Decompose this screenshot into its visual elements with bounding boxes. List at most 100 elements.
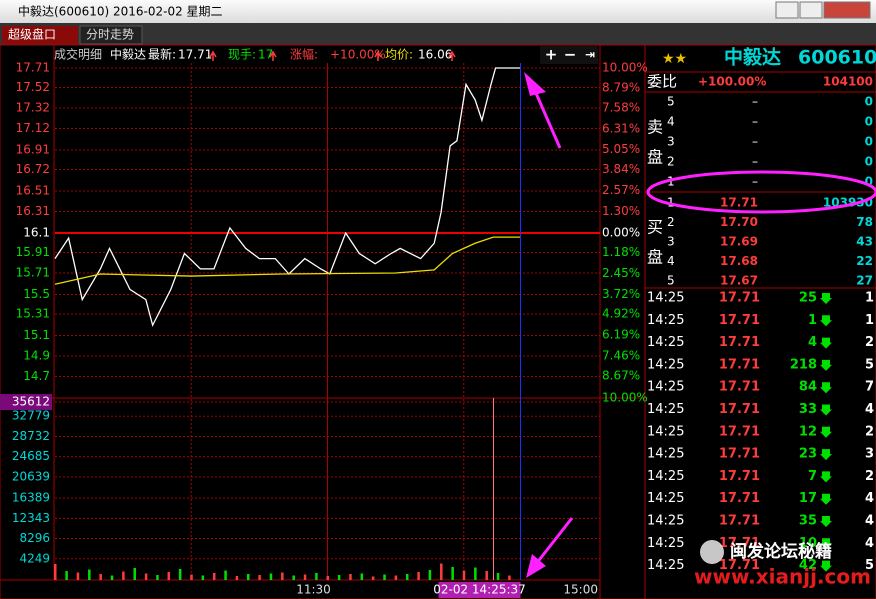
volume-tick-label: 32779 [12, 409, 50, 423]
ask-price: – [752, 95, 758, 109]
trade-volume: 10 [799, 536, 817, 551]
arrow-icon [269, 50, 277, 61]
header-text: 涨幅: [290, 47, 318, 62]
volume-bar [258, 575, 261, 580]
annotation-arrow [534, 517, 574, 565]
y-tick-label: 16.31 [16, 204, 50, 218]
trade-price: 17.71 [719, 447, 760, 462]
y2-tick-label: 1.18% [602, 245, 640, 259]
trade-time: 14:25 [647, 380, 684, 395]
volume-bar [371, 576, 375, 580]
tab-label[interactable]: 分时走势 [86, 28, 134, 42]
y-tick-label: 15.71 [16, 265, 50, 279]
header-text: +10.00% [330, 48, 386, 62]
cursor-label: 02-02 14:25:37 [433, 583, 526, 597]
trade-price: 17.71 [719, 380, 760, 395]
tab-label[interactable]: 超级盘口 [8, 27, 56, 42]
trade-time: 14:25 [647, 402, 684, 417]
volume-bar [212, 573, 216, 580]
trade-volume: 1 [808, 313, 817, 328]
ask-level: 5 [667, 95, 675, 109]
volume-bar [178, 569, 182, 580]
bid-level: 3 [667, 235, 675, 249]
ask-level: 2 [667, 155, 675, 169]
minimize-button[interactable] [775, 1, 799, 19]
bid-volume: 22 [856, 254, 873, 268]
trade-volume: 33 [799, 402, 817, 417]
trade-volume: 12 [799, 424, 817, 439]
y2-tick-label: 10.00% [602, 61, 648, 75]
annotation-arrow [526, 554, 546, 578]
trade-next: 5 [865, 357, 874, 372]
annotation-arrow [530, 83, 562, 149]
volume-bar [462, 570, 466, 580]
trade-next: 7 [865, 380, 874, 395]
maximize-button[interactable] [799, 1, 823, 19]
volume-bar [394, 575, 398, 580]
quote-panel [644, 44, 876, 599]
trade-next: 4 [865, 402, 874, 417]
tab[interactable] [2, 26, 78, 44]
trade-time: 14:25 [647, 558, 684, 573]
volume-bar [508, 575, 511, 580]
y2-tick-label: 1.30% [602, 204, 640, 218]
ask-price: – [752, 115, 758, 129]
trade-volume: 218 [790, 357, 817, 372]
bid-price: 17.67 [720, 274, 758, 288]
bid-price: 17.68 [720, 254, 758, 268]
bid-price: 17.69 [720, 235, 758, 249]
volume-bar [417, 572, 420, 580]
arrow-icon [820, 293, 832, 304]
y2-tick-label: 5.05% [602, 142, 640, 156]
ask-price: – [752, 175, 758, 189]
tab-bar [0, 23, 876, 45]
ask-price: – [752, 155, 758, 169]
stock-code: 600610 [798, 47, 876, 69]
volume-tick-label: 16389 [12, 491, 50, 505]
volume-bar [428, 570, 432, 580]
volume-bar [383, 574, 386, 580]
volume-bar [167, 572, 171, 580]
volume-bar [485, 571, 488, 580]
y-tick-label: 15.91 [16, 245, 50, 259]
trade-price: 17.71 [719, 402, 760, 417]
header-text: 最新: [148, 47, 176, 62]
volume-bar [303, 574, 307, 580]
tab[interactable] [79, 25, 143, 45]
trade-next: 2 [865, 469, 874, 484]
ask-volume: 0 [865, 95, 873, 109]
ratio-diff: 104100 [823, 75, 873, 89]
trade-next: 1 [865, 291, 874, 306]
volume-bar [247, 574, 250, 580]
expand[interactable]: ⇥ [585, 48, 595, 62]
close-button[interactable] [823, 1, 871, 19]
stock-name: 中毅达 [724, 46, 781, 69]
y2-tick-label: 2.57% [602, 183, 640, 197]
y-tick-label: 17.52 [16, 80, 50, 94]
trade-time: 14:25 [647, 357, 684, 372]
zoom-out[interactable]: − [564, 46, 577, 64]
ask-volume: 0 [865, 155, 873, 169]
ratio-label: 委比 [647, 73, 677, 91]
trade-price: 17.71 [719, 313, 760, 328]
trade-time: 14:25 [647, 424, 684, 439]
watermark-url: www.xianjj.com [694, 565, 871, 589]
volume-bar [292, 575, 295, 580]
ask-volume: 0 [865, 175, 873, 189]
volume-tick-label: 28732 [12, 429, 50, 443]
volume-bar [337, 575, 341, 580]
trade-time: 14:25 [647, 447, 684, 462]
volume-bar [65, 571, 68, 580]
trade-next: 3 [865, 447, 874, 462]
trade-time: 14:25 [647, 469, 684, 484]
sell-label: 盘 [647, 148, 663, 167]
highlight-ellipse [646, 170, 876, 214]
trade-price: 17.71 [719, 558, 760, 573]
trade-price: 17.71 [719, 424, 760, 439]
y-tick-label: 17.12 [16, 121, 50, 135]
zoom-in[interactable]: + [545, 46, 558, 64]
buy-label: 盘 [647, 248, 663, 267]
bid-level: 4 [667, 254, 675, 268]
ask-level: 4 [667, 115, 675, 129]
